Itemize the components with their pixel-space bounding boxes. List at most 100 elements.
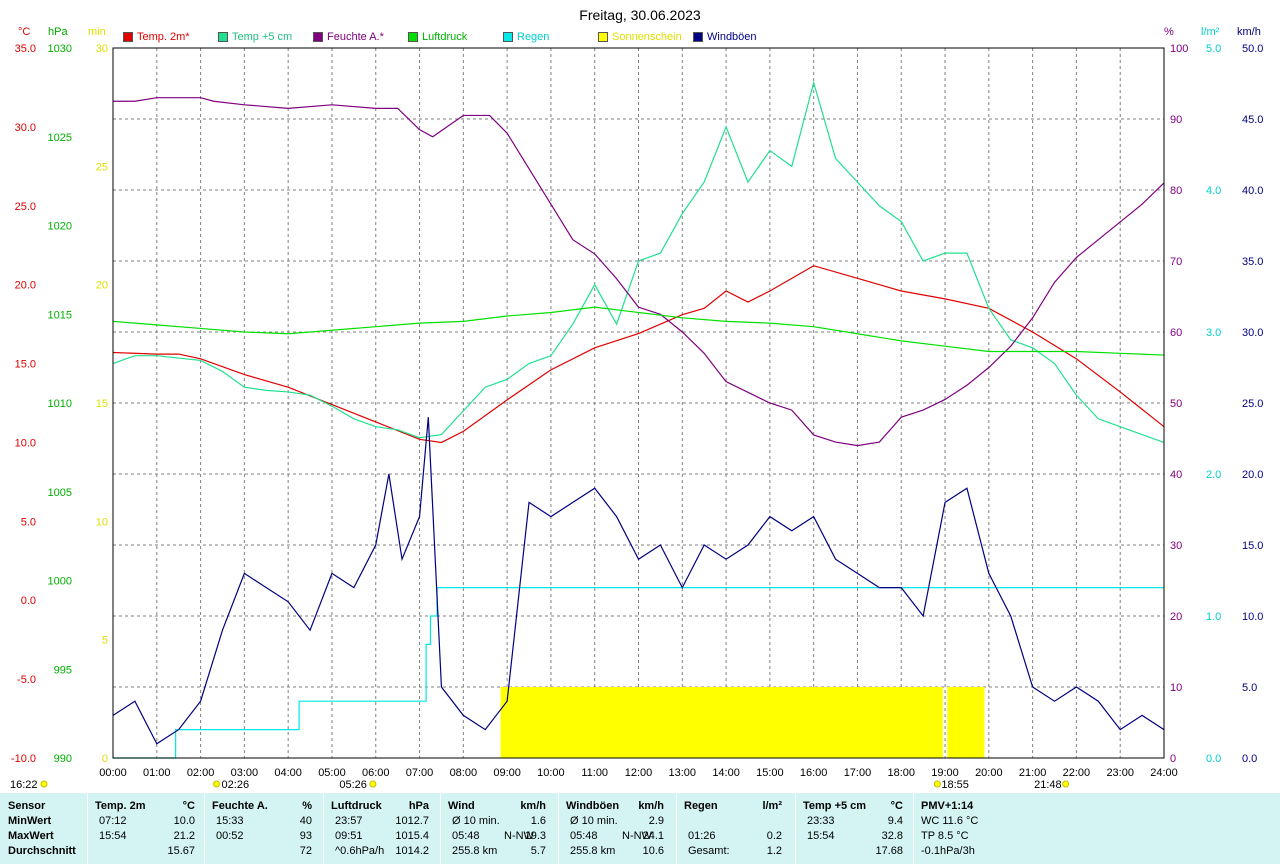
- sun-moon-markers: 02:26 05:26 18:55 16:22 21:48: [10, 779, 1070, 791]
- sunshine-tick-label: 15: [96, 398, 108, 410]
- series-line-luftdruck: [112, 306, 1165, 356]
- stats-separator: [558, 793, 559, 864]
- legend: Temp. 2m* Temp +5 cm Feuchte A.* Luftdru…: [0, 31, 1280, 45]
- pressure-tick-label: 1025: [48, 132, 72, 144]
- stats-value: 1015.4: [395, 830, 429, 842]
- wind-tick-label: 25.0: [1242, 398, 1263, 410]
- x-tick-label: 22:00: [1063, 767, 1091, 779]
- x-tick-label: 06:00: [362, 767, 390, 779]
- humidity-tick-label: 90: [1170, 114, 1182, 126]
- sunset-label: 18:55: [941, 779, 969, 791]
- sunshine-tick-label: 0: [102, 753, 108, 765]
- stats-value: 19.3: [524, 830, 546, 842]
- moon-icon: [1062, 780, 1070, 788]
- sunshine-unit-label: min: [88, 26, 106, 38]
- legend-swatch: [123, 32, 133, 42]
- temp-tick-label: 5.0: [21, 516, 36, 528]
- pressure-unit-label: hPa: [48, 26, 68, 38]
- stats-unit: hPa: [408, 800, 429, 812]
- temp-tick-label: 20.0: [15, 280, 36, 292]
- sunrise-label: 02:26: [222, 779, 250, 791]
- stats-row-label: -0.1hPa/3h: [921, 845, 975, 857]
- x-tick-label: 09:00: [493, 767, 521, 779]
- rain-tick-label: 3.0: [1206, 327, 1221, 339]
- legend-item-gusts: Windböen: [693, 31, 757, 43]
- stats-unit: %: [302, 800, 312, 812]
- rain-tick-label: 2.0: [1206, 469, 1221, 481]
- pressure-tick-label: 995: [54, 664, 72, 676]
- stats-value: 9.4: [887, 815, 903, 827]
- series-line-regen: [113, 587, 1164, 759]
- temp-unit-label: °C: [18, 26, 31, 38]
- legend-label: Temp. 2m*: [137, 31, 190, 43]
- stats-header: Regen: [684, 800, 718, 812]
- x-tick-label: 23:00: [1106, 767, 1134, 779]
- stats-value: 2.9: [648, 815, 664, 827]
- stats-header: Wind: [448, 800, 475, 812]
- moonset-label: 05:26: [339, 779, 367, 791]
- stats-header: Temp. 2m: [95, 800, 146, 812]
- sunshine-tick-label: 5: [102, 635, 108, 647]
- legend-label: Sonnenschein: [612, 31, 682, 43]
- humidity-tick-label: 10: [1170, 682, 1182, 694]
- x-tick-label: 03:00: [231, 767, 259, 779]
- stats-time: Gesamt:: [688, 845, 730, 857]
- humidity-unit-label: %: [1164, 26, 1174, 38]
- x-tick-label: 19:00: [931, 767, 959, 779]
- sunshine-tick-label: 10: [96, 516, 108, 528]
- series-line-windb-en: [112, 417, 1165, 745]
- stats-time: 05:48: [570, 830, 598, 842]
- legend-swatch: [503, 32, 513, 42]
- pressure-tick-label: 1010: [48, 398, 72, 410]
- stats-value: 1.2: [766, 845, 782, 857]
- humidity-tick-label: 20: [1170, 611, 1182, 623]
- legend-item-temp5cm: Temp +5 cm: [218, 31, 292, 43]
- rain-tick-label: 5.0: [1206, 43, 1221, 55]
- stats-value: 1012.7: [395, 815, 429, 827]
- legend-swatch: [313, 32, 323, 42]
- stats-row-label: Durchschnitt: [8, 845, 76, 857]
- wind-tick-label: 20.0: [1242, 469, 1263, 481]
- humidity-tick-label: 80: [1170, 185, 1182, 197]
- stats-value: 32.8: [881, 830, 903, 842]
- sunshine-bar: [947, 687, 985, 758]
- x-tick-label: 12:00: [625, 767, 653, 779]
- legend-item-temp2m: Temp. 2m*: [123, 31, 190, 43]
- axis-ticks: 00:00 01:00 02:00 03:00 04:00 05:00 06:00 07:00…: [11, 43, 1264, 779]
- legend-label: Luftdruck: [422, 31, 468, 43]
- stats-time: 07:12: [99, 815, 127, 827]
- pressure-tick-label: 1005: [48, 487, 72, 499]
- pressure-tick-label: 1020: [48, 221, 72, 233]
- stats-row-label: WC 11.6 °C: [921, 815, 979, 827]
- stats-time: 15:54: [99, 830, 127, 842]
- stats-direction: N-NW: [504, 830, 534, 842]
- stats-header: Windböen: [566, 800, 620, 812]
- series-line-feuchte-a-: [113, 97, 1165, 447]
- wind-tick-label: 15.0: [1242, 540, 1263, 552]
- stats-time: 15:33: [216, 815, 244, 827]
- stats-value: 72: [299, 845, 312, 857]
- stats-value: 93: [299, 830, 312, 842]
- legend-swatch: [693, 32, 703, 42]
- wind-tick-label: 35.0: [1242, 256, 1263, 268]
- stats-header: Temp +5 cm: [803, 800, 867, 812]
- stats-value: 15.67: [167, 845, 195, 857]
- stats-separator: [795, 793, 796, 864]
- grid-lines: [113, 48, 1164, 758]
- x-tick-label: 04:00: [274, 767, 302, 779]
- sunshine-tick-label: 25: [96, 161, 108, 173]
- sunshine-tick-label: 20: [96, 280, 108, 292]
- rain-tick-label: 1.0: [1206, 611, 1221, 623]
- x-tick-label: 21:00: [1019, 767, 1047, 779]
- stats-value: 1014.2: [395, 845, 429, 857]
- wind-tick-label: 10.0: [1242, 611, 1263, 623]
- series-line-temp-5-cm: [112, 80, 1165, 444]
- temp-tick-label: 0.0: [21, 595, 36, 607]
- temp-tick-label: -10.0: [11, 753, 36, 765]
- temp-tick-label: 30.0: [15, 122, 36, 134]
- stats-table: Sensor MinWert MaxWert Durchschnitt Temp. 2m…: [0, 793, 1280, 864]
- rain-tick-label: 4.0: [1206, 185, 1221, 197]
- wind-tick-label: 5.0: [1242, 682, 1257, 694]
- humidity-tick-label: 50: [1170, 398, 1182, 410]
- stats-time: ^0.6hPa/h: [335, 845, 385, 857]
